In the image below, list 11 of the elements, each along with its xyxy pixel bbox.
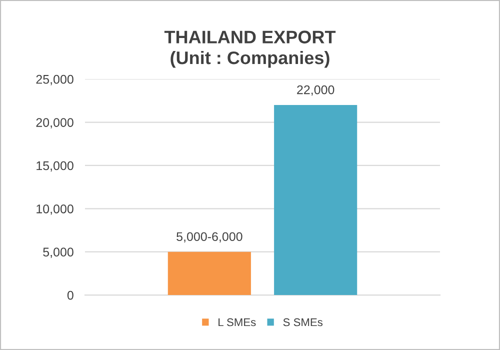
legend-label: L SMEs [218, 318, 256, 326]
y-tick-label: 25,000 [36, 74, 74, 86]
chart-title: THAILAND EXPORT (Unit : Companies) [164, 30, 336, 68]
y-tick-label: 15,000 [36, 161, 74, 172]
data-label: 22,000 [297, 85, 334, 96]
y-tick-label: 10,000 [36, 204, 74, 215]
y-tick-label: 5,000 [43, 248, 74, 258]
y-tick-label: 20,000 [36, 118, 74, 128]
legend-label: S SMEs [283, 318, 323, 326]
data-label: 5,000-6,000 [176, 232, 242, 243]
y-tick-label: 0 [67, 290, 74, 300]
